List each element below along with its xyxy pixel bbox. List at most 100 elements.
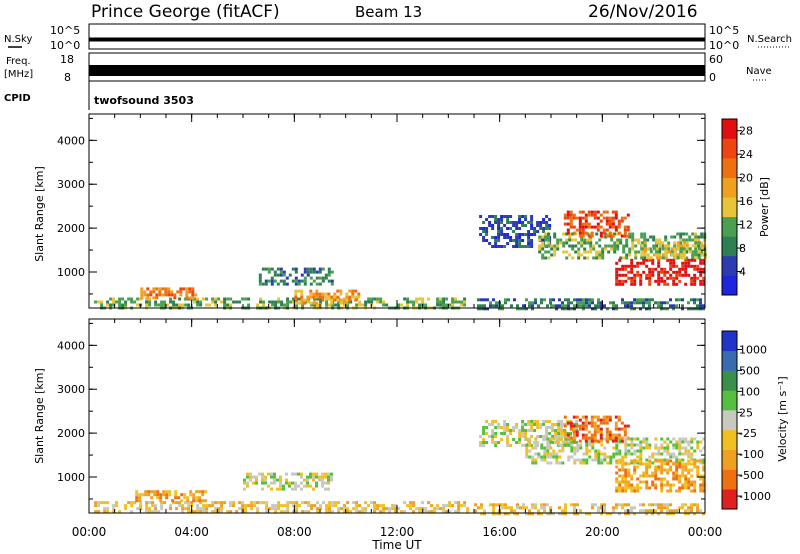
power-echo-cell <box>634 250 638 254</box>
power-echo-cell <box>292 300 296 304</box>
power-echo-cell <box>631 238 635 242</box>
velocity-echo-cell <box>633 452 637 456</box>
power-echo-cell <box>661 247 665 251</box>
power-echo-cell <box>448 303 452 307</box>
power-echo-cell <box>691 244 695 248</box>
velocity-echo-cell <box>603 503 606 507</box>
power-echo-cell <box>439 297 443 301</box>
velocity-echo-cell <box>599 430 603 434</box>
velocity-echo-cell <box>548 444 552 447</box>
velocity-echo-cell <box>672 446 676 450</box>
velocity-echo-cell <box>519 506 522 510</box>
power-echo-cell <box>664 256 668 260</box>
power-echo-cell <box>643 256 647 260</box>
velocity-echo-cell <box>321 481 324 485</box>
velocity-echo-cell <box>624 471 628 475</box>
velocity-echo-cell <box>160 501 164 505</box>
velocity-echo-cell <box>596 424 600 428</box>
velocity-echo-cell <box>654 446 658 450</box>
power-echo-cell <box>285 282 289 286</box>
power-echo-cell <box>127 297 131 301</box>
velocity-echo-cell <box>521 432 525 435</box>
power-echo-cell <box>627 301 630 305</box>
velocity-echo-cell <box>633 489 637 493</box>
power-echo-cell <box>688 250 692 254</box>
velocity-echo-cell <box>573 506 576 510</box>
velocity-echo-cell <box>241 507 245 511</box>
velocity-echo-cell <box>648 443 652 447</box>
power-echo-cell <box>258 273 262 277</box>
velocity-echo-cell <box>654 471 658 475</box>
power-echo-cell <box>624 267 628 271</box>
power-echo-cell <box>700 241 704 245</box>
velocity-echo-cell <box>330 475 333 479</box>
velocity-echo-cell <box>657 465 661 469</box>
velocity-echo-cell <box>130 510 134 514</box>
velocity-echo-cell <box>199 507 203 511</box>
power-echo-cell <box>515 242 519 245</box>
power-echo-cell <box>191 287 195 291</box>
velocity-echo-cell <box>627 443 631 447</box>
power-echo-cell <box>693 307 696 311</box>
velocity-echo-cell <box>485 426 489 429</box>
power-echo-cell <box>501 307 504 311</box>
velocity-echo-cell <box>630 489 634 493</box>
power-echo-cell <box>696 264 700 268</box>
velocity-echo-cell <box>346 507 350 511</box>
velocity-echo-cell <box>554 432 558 435</box>
velocity-echo-cell <box>584 427 588 431</box>
power-echo-cell <box>583 250 587 254</box>
velocity-echo-cell <box>555 458 559 462</box>
velocity-echo-cell <box>319 504 323 508</box>
power-echo-cell <box>696 307 699 311</box>
velocity-echo-cell <box>633 459 637 463</box>
power-echo-cell <box>191 296 195 300</box>
power-echo-cell <box>286 300 290 304</box>
velocity-echo-cell <box>615 465 619 469</box>
velocity-echo-cell <box>651 474 655 478</box>
velocity-echo-cell <box>657 452 661 456</box>
power-echo-cell <box>303 282 307 286</box>
power-echo-cell <box>699 301 702 305</box>
power-echo-cell <box>623 216 627 220</box>
velocity-echo-cell <box>445 510 449 514</box>
power-echo-cell <box>699 258 703 262</box>
velocity-echo-cell <box>321 472 324 476</box>
velocity-echo-cell <box>597 455 601 459</box>
power-echo-cell <box>530 242 534 245</box>
velocity-echo-cell <box>696 506 699 510</box>
power-echo-cell <box>321 298 325 302</box>
velocity-echo-cell <box>648 465 652 469</box>
velocity-echo-cell <box>540 458 544 462</box>
power-echo-cell <box>158 290 162 294</box>
nsearch-bottom-tick: 10^0 <box>709 39 739 52</box>
power-echo-cell <box>97 300 101 304</box>
velocity-echo-cell <box>192 493 196 497</box>
velocity-echo-cell <box>557 420 561 423</box>
velocity-echo-cell <box>382 504 386 508</box>
velocity-echo-cell <box>466 510 470 514</box>
power-echo-cell <box>602 231 606 235</box>
velocity-echo-cell <box>636 437 640 441</box>
velocity-echo-cell <box>627 452 631 456</box>
velocity-echo-cell <box>630 477 634 481</box>
power-echo-cell <box>348 298 352 302</box>
power-echo-cell <box>538 238 542 242</box>
power-echo-cell <box>593 213 597 217</box>
power-echo-cell <box>675 282 679 286</box>
power-echo-cell <box>173 296 177 300</box>
power-echo-cell <box>509 236 513 239</box>
power-echo-cell <box>415 300 419 304</box>
power-echo-cell <box>485 233 489 236</box>
power-echo-cell <box>587 234 591 238</box>
velocity-echo-cell <box>220 504 224 508</box>
velocity-data <box>94 415 706 516</box>
power-echo-cell <box>531 307 534 311</box>
velocity-echo-cell <box>504 512 507 516</box>
power-echo-cell <box>666 270 670 274</box>
velocity-echo-cell <box>566 436 570 440</box>
velocity-echo-cell <box>157 510 161 514</box>
velocity-echo-cell <box>696 459 700 463</box>
power-echo-cell <box>633 276 637 280</box>
power-echo-cell <box>658 250 662 254</box>
